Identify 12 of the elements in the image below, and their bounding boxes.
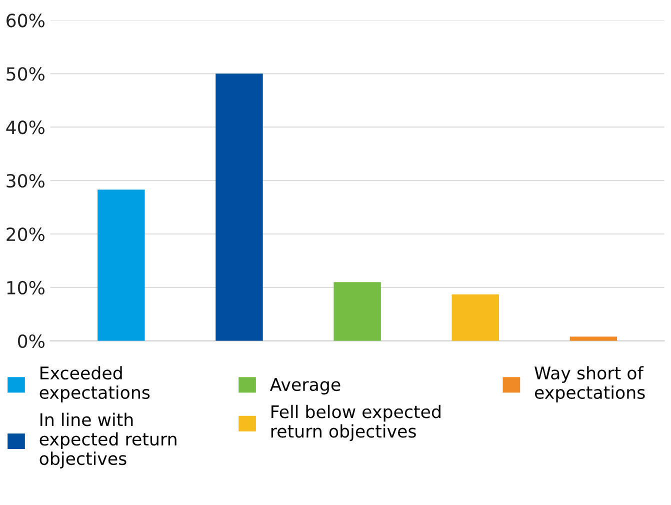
y-tick-label: 10% (7, 280, 44, 295)
legend-label: Way short of expectations (534, 366, 645, 402)
legend-label: Exceeded expectations (40, 366, 150, 402)
y-tick-label: 20% (6, 227, 44, 242)
legend-label: Fell below expected return objectives (271, 404, 440, 442)
y-tick-label: 40% (6, 120, 44, 134)
y-tick-label: 50% (6, 67, 44, 81)
legend-label: Average (270, 378, 340, 394)
y-tick-label: 0% (18, 334, 44, 348)
y-tick-label: 60% (6, 14, 44, 28)
legend-label: In line with expected return objectives (40, 412, 176, 468)
y-tick-label: 30% (6, 174, 44, 188)
